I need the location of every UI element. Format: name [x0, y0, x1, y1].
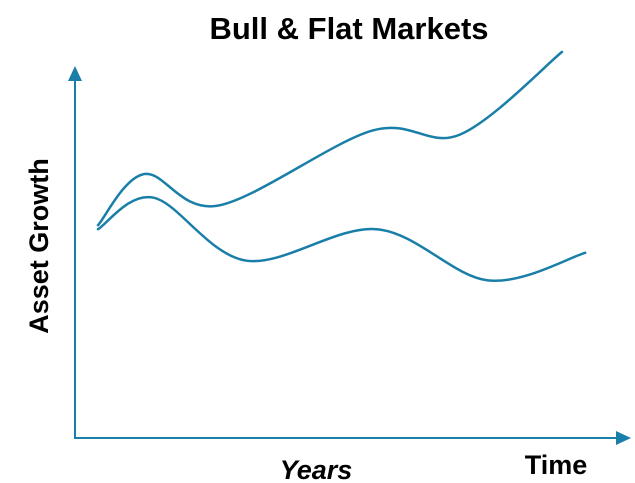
series-layer [96, 50, 587, 282]
y-axis-arrow-icon [68, 66, 82, 81]
x-axis-label: Years [280, 455, 353, 483]
chart-title: Bull & Flat Markets [209, 11, 488, 46]
x-axis-end-label: Time [525, 450, 588, 480]
series-line-2 [96, 195, 587, 282]
x-axis-arrow-icon [616, 431, 631, 445]
y-axis-label: Asset Growth [24, 158, 54, 334]
series-line-1 [96, 50, 564, 227]
